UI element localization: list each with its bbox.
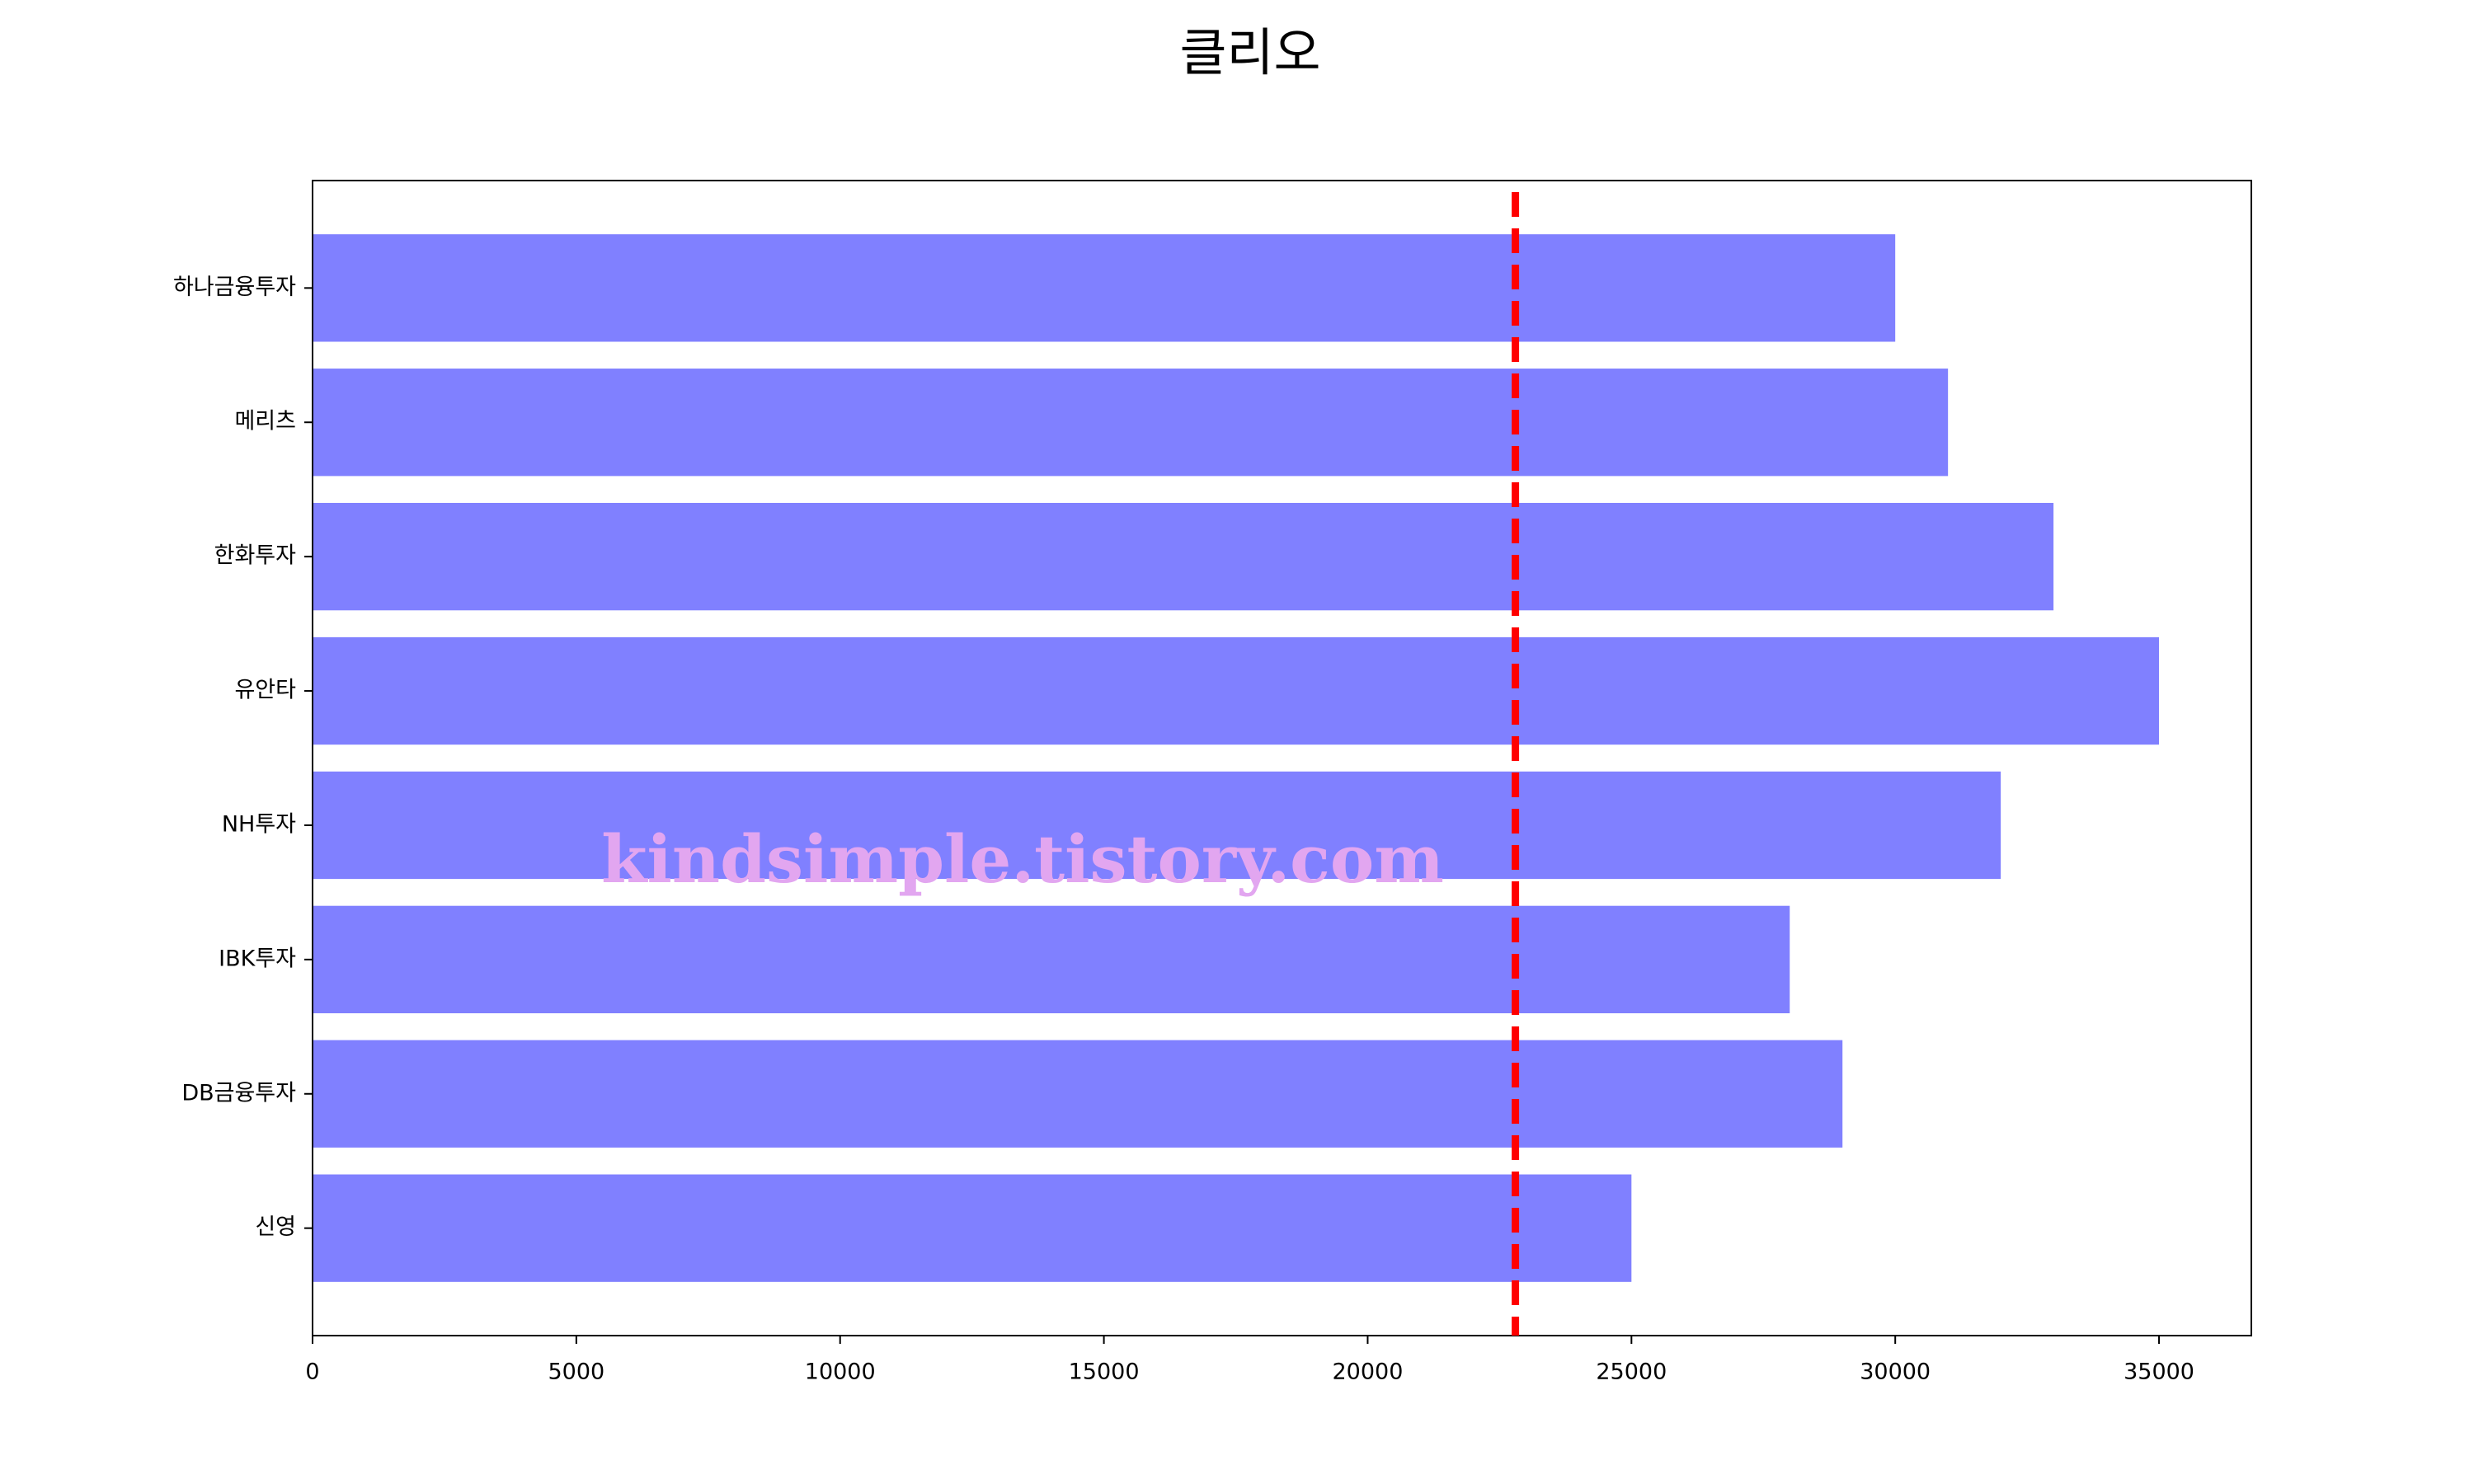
y-tick-label: NH투자 <box>222 811 296 837</box>
x-tick-label: 5000 <box>548 1360 605 1385</box>
x-tick-label: 20000 <box>1333 1360 1404 1385</box>
bar <box>313 905 1790 1014</box>
axes-frame <box>312 180 2252 1336</box>
y-tick-label: IBK투자 <box>219 946 296 971</box>
bar <box>313 636 2160 745</box>
x-tick-label: 15000 <box>1069 1360 1140 1385</box>
bar <box>313 771 2001 880</box>
x-tick-label: 0 <box>305 1360 319 1385</box>
bar <box>313 234 1896 342</box>
bar <box>313 1174 1632 1282</box>
x-tick-label: 35000 <box>2124 1360 2194 1385</box>
bar <box>313 502 2054 611</box>
x-tick-label: 30000 <box>1860 1360 1931 1385</box>
bar <box>313 369 1949 477</box>
y-tick-label: 한화투자 <box>214 543 297 569</box>
bar <box>313 1040 1843 1148</box>
x-tick-label: 10000 <box>805 1360 876 1385</box>
y-tick-label: DB금융투자 <box>181 1080 296 1106</box>
y-tick-label: 하나금융투자 <box>173 275 296 300</box>
watermark: kindsimple.tistory.com <box>601 820 1444 898</box>
x-tick-label: 25000 <box>1596 1360 1667 1385</box>
y-tick-label: 메리츠 <box>234 409 296 434</box>
chart-title: 클리오 <box>1179 22 1320 82</box>
y-tick-label: 신영 <box>255 1214 296 1240</box>
y-tick-label: 유안타 <box>234 678 296 703</box>
